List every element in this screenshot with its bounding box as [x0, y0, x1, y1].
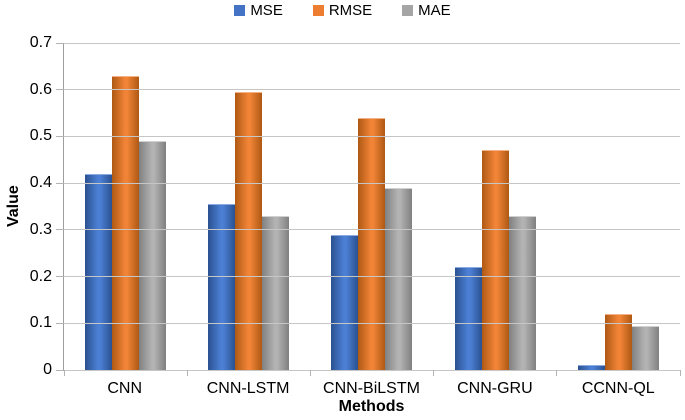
y-axis-tick [56, 322, 64, 324]
y-tick-label: 0.2 [29, 267, 52, 285]
bar-mse-cnn-bilstm [331, 234, 359, 370]
x-category-label-cnn-lstm: CNN-LSTM [206, 380, 290, 397]
x-category-label-ccnn-ql: CCNN-QL [581, 380, 655, 397]
bar-rmse-cnn-bilstm [358, 117, 386, 370]
gridline [64, 135, 680, 137]
y-axis-tick [56, 89, 64, 91]
legend-label-mse: MSE [250, 2, 283, 19]
y-axis-tick [56, 229, 64, 231]
x-category-label-cnn-gru: CNN-GRU [457, 380, 533, 397]
legend-swatch-mse [234, 5, 246, 16]
bar-mae-ccnn-ql [631, 325, 659, 370]
bar-group-ccnn-ql [557, 43, 680, 370]
x-axis-tick [186, 370, 188, 376]
bar-mae-cnn [139, 141, 167, 370]
x-axis-tick [433, 370, 435, 376]
legend-label-rmse: RMSE [328, 2, 373, 19]
bar-rmse-cnn-lstm [235, 92, 263, 370]
bar-rmse-cnn-gru [481, 150, 509, 370]
y-tick-label: 0.1 [29, 314, 52, 332]
y-tick-label: 0.3 [29, 220, 52, 238]
y-tick-label: 0.7 [29, 34, 52, 51]
x-axis-tick [679, 370, 681, 376]
y-tick-label: 0 [43, 361, 52, 378]
x-category-label-cnn: CNN [107, 380, 143, 397]
gridline [64, 42, 680, 44]
bar-group-cnn-gru [434, 43, 557, 370]
bar-mae-cnn-gru [508, 215, 536, 370]
gridline [64, 276, 680, 278]
x-category-label-cnn-bilstm: CNN-BiLSTM [323, 380, 420, 397]
chart-legend: MSE RMSE MAE [0, 2, 685, 19]
bar-mse-ccnn-ql [577, 365, 605, 370]
bar-mse-cnn-gru [454, 267, 482, 370]
legend-item-mse: MSE [234, 2, 283, 19]
bar-mae-cnn-lstm [262, 215, 290, 370]
bar-group-cnn [64, 43, 187, 370]
y-tick-label: 0.5 [29, 127, 52, 145]
y-axis-tick [56, 42, 64, 44]
bar-group-cnn-lstm [187, 43, 310, 370]
bar-mae-cnn-bilstm [385, 187, 413, 370]
bar-mse-cnn-lstm [208, 204, 236, 370]
x-axis-tick [556, 370, 558, 376]
gridline [64, 322, 680, 324]
plot-area [56, 42, 681, 376]
y-axis-tick [56, 135, 64, 137]
legend-swatch-mae [402, 5, 414, 16]
legend-item-rmse: RMSE [312, 2, 373, 19]
y-axis-tick-labels: 0.7 0.6 0.5 0.4 0.3 0.2 0.1 0 [0, 35, 52, 378]
gridline [64, 229, 680, 231]
legend-label-mae: MAE [418, 2, 451, 19]
gridline [64, 369, 680, 371]
y-tick-label: 0.4 [29, 174, 52, 192]
x-axis-category-labels: CNN CNN-LSTM CNN-BiLSTM CNN-GRU CCNN-QL [63, 379, 680, 398]
y-axis-tick [56, 182, 64, 184]
legend-item-mae: MAE [402, 2, 451, 19]
legend-swatch-rmse [312, 5, 324, 16]
x-axis-tick [63, 370, 65, 376]
gridline [64, 89, 680, 91]
y-tick-label: 0.6 [29, 80, 52, 98]
bars-layer [64, 43, 680, 370]
bar-mse-cnn [85, 173, 113, 370]
y-axis-tick [56, 369, 64, 371]
x-axis-title: Methods [338, 398, 405, 415]
bar-group-cnn-bilstm [310, 43, 433, 370]
gridline [64, 182, 680, 184]
bar-rmse-cnn [112, 75, 140, 370]
x-axis-tick [309, 370, 311, 376]
y-axis-tick [56, 276, 64, 278]
